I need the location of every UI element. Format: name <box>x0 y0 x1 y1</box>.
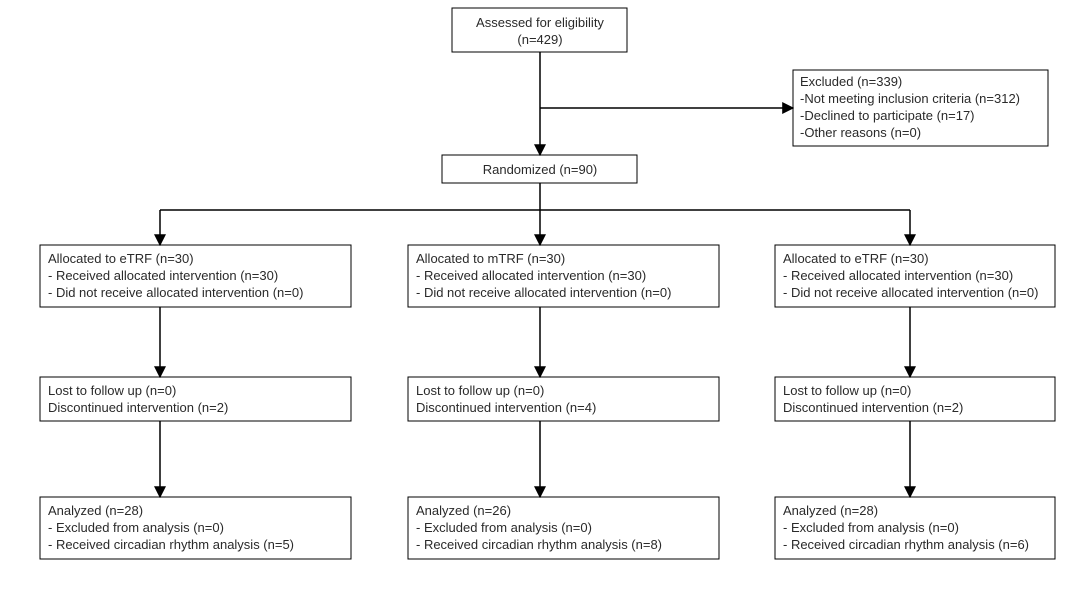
consort-flowchart: Assessed for eligibility (n=429) Exclude… <box>0 0 1080 591</box>
analC-l1: Analyzed (n=28) <box>783 503 878 518</box>
randomized-label: Randomized (n=90) <box>483 162 598 177</box>
allocC-l3: - Did not receive allocated intervention… <box>783 285 1038 300</box>
lostC-l1: Lost to follow up (n=0) <box>783 383 911 398</box>
allocB-l3: - Did not receive allocated intervention… <box>416 285 671 300</box>
allocA-l3: - Did not receive allocated intervention… <box>48 285 303 300</box>
analB-l1: Analyzed (n=26) <box>416 503 511 518</box>
analA-l1: Analyzed (n=28) <box>48 503 143 518</box>
allocA-l2: - Received allocated intervention (n=30) <box>48 268 278 283</box>
lostA-l1: Lost to follow up (n=0) <box>48 383 176 398</box>
allocC-l2: - Received allocated intervention (n=30) <box>783 268 1013 283</box>
allocA-l1: Allocated to eTRF (n=30) <box>48 251 194 266</box>
assessed-line2: (n=429) <box>517 32 562 47</box>
lostA-l2: Discontinued intervention (n=2) <box>48 400 228 415</box>
analA-l2: - Excluded from analysis (n=0) <box>48 520 224 535</box>
lostB-l2: Discontinued intervention (n=4) <box>416 400 596 415</box>
lostC-l2: Discontinued intervention (n=2) <box>783 400 963 415</box>
analA-l3: - Received circadian rhythm analysis (n=… <box>48 537 294 552</box>
analB-l3: - Received circadian rhythm analysis (n=… <box>416 537 662 552</box>
excluded-line1: Excluded (n=339) <box>800 74 902 89</box>
allocC-l1: Allocated to eTRF (n=30) <box>783 251 929 266</box>
excluded-line3: -Declined to participate (n=17) <box>800 108 975 123</box>
excluded-line2: -Not meeting inclusion criteria (n=312) <box>800 91 1020 106</box>
analC-l3: - Received circadian rhythm analysis (n=… <box>783 537 1029 552</box>
excluded-line4: -Other reasons (n=0) <box>800 125 921 140</box>
analB-l2: - Excluded from analysis (n=0) <box>416 520 592 535</box>
assessed-line1: Assessed for eligibility <box>476 15 604 30</box>
allocB-l1: Allocated to mTRF (n=30) <box>416 251 565 266</box>
analC-l2: - Excluded from analysis (n=0) <box>783 520 959 535</box>
lostB-l1: Lost to follow up (n=0) <box>416 383 544 398</box>
allocB-l2: - Received allocated intervention (n=30) <box>416 268 646 283</box>
